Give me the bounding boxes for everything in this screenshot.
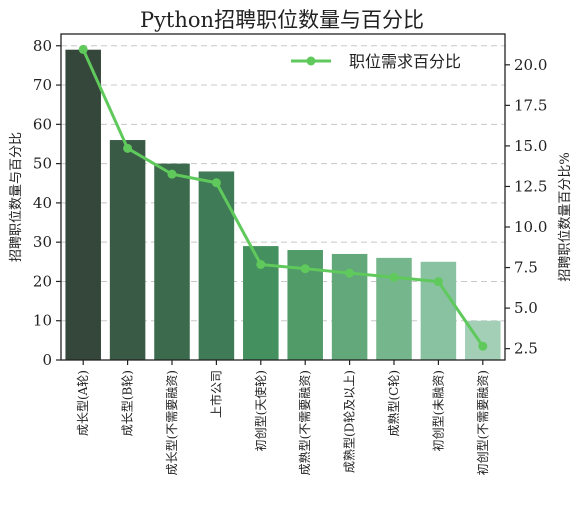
category-label: 初创型(天使轮): [253, 370, 268, 451]
category-label: 成长型(不需要融资): [165, 370, 179, 475]
series-line: [81, 48, 485, 348]
line-point: [478, 341, 488, 351]
plot-frame: [60, 33, 506, 361]
bar: [65, 49, 101, 360]
category-label: 成长型(B轮): [121, 370, 135, 436]
line-point: [256, 259, 266, 269]
left-y-axis: 0 10 20 30 40 50 60 70 80: [33, 37, 61, 369]
line-point: [345, 268, 355, 278]
category-label: 上市公司: [208, 370, 223, 418]
category-label: 成熟型(D轮及以上): [342, 370, 357, 473]
legend-marker-swatch: [306, 56, 316, 66]
tick-label-left: 80: [33, 37, 52, 55]
chart-title: Python招聘职位数量与百分比: [140, 8, 424, 32]
tick-label-left: 40: [33, 194, 52, 212]
tick-label-right: 12.5: [514, 177, 547, 195]
category-label: 成熟型(不需要融资): [297, 370, 312, 475]
y-axis-label-left: 招聘职位数量与百分比: [9, 132, 24, 262]
tick-label-left: 60: [33, 115, 52, 133]
line-point: [433, 277, 443, 287]
line-point: [78, 44, 88, 54]
y-axis-label-right: 招聘职位数量百分比%: [558, 152, 573, 281]
tick-label-left: 70: [33, 76, 52, 94]
tick-label-left: 50: [33, 155, 52, 173]
bars: [65, 49, 501, 360]
tick-label-right: 5.0: [514, 299, 538, 317]
right-y-axis: 2.5 5.0 7.5 10.0 12.5 15.0 17.5 20.0: [505, 56, 547, 358]
category-label: 成熟型(C轮): [386, 370, 401, 437]
tick-label-right: 7.5: [514, 259, 538, 277]
tick-label-left: 10: [33, 312, 52, 330]
line-point: [211, 178, 221, 188]
tick-label-right: 15.0: [514, 137, 547, 155]
tick-label-left: 30: [33, 233, 52, 251]
category-label: 初创型(不需要融资): [476, 370, 490, 475]
tick-label-right: 17.5: [514, 96, 547, 114]
legend-label: 职位需求百分比: [349, 52, 461, 71]
tick-label-right: 2.5: [514, 340, 538, 358]
tick-label-right: 10.0: [514, 218, 547, 236]
percentage-line: [78, 44, 488, 351]
line-point: [167, 169, 177, 179]
bar: [420, 261, 457, 360]
bar: [198, 171, 235, 360]
x-axis: 成长型(A轮) 成长型(B轮) 成长型(不需要融资) 上市公司 初创型(天使轮) 成熟型(…: [76, 360, 490, 475]
category-label: 初创型(未融资): [431, 370, 445, 451]
tick-label-left: 0: [42, 351, 52, 369]
line-point: [123, 143, 133, 153]
legend: 职位需求百分比: [291, 52, 461, 71]
tick-label-right: 20.0: [514, 56, 547, 74]
category-label: 成长型(A轮): [76, 370, 90, 436]
tick-label-left: 20: [33, 272, 52, 290]
bar: [109, 140, 146, 360]
bar: [154, 163, 190, 360]
line-point: [300, 264, 310, 274]
line-point: [389, 272, 399, 282]
